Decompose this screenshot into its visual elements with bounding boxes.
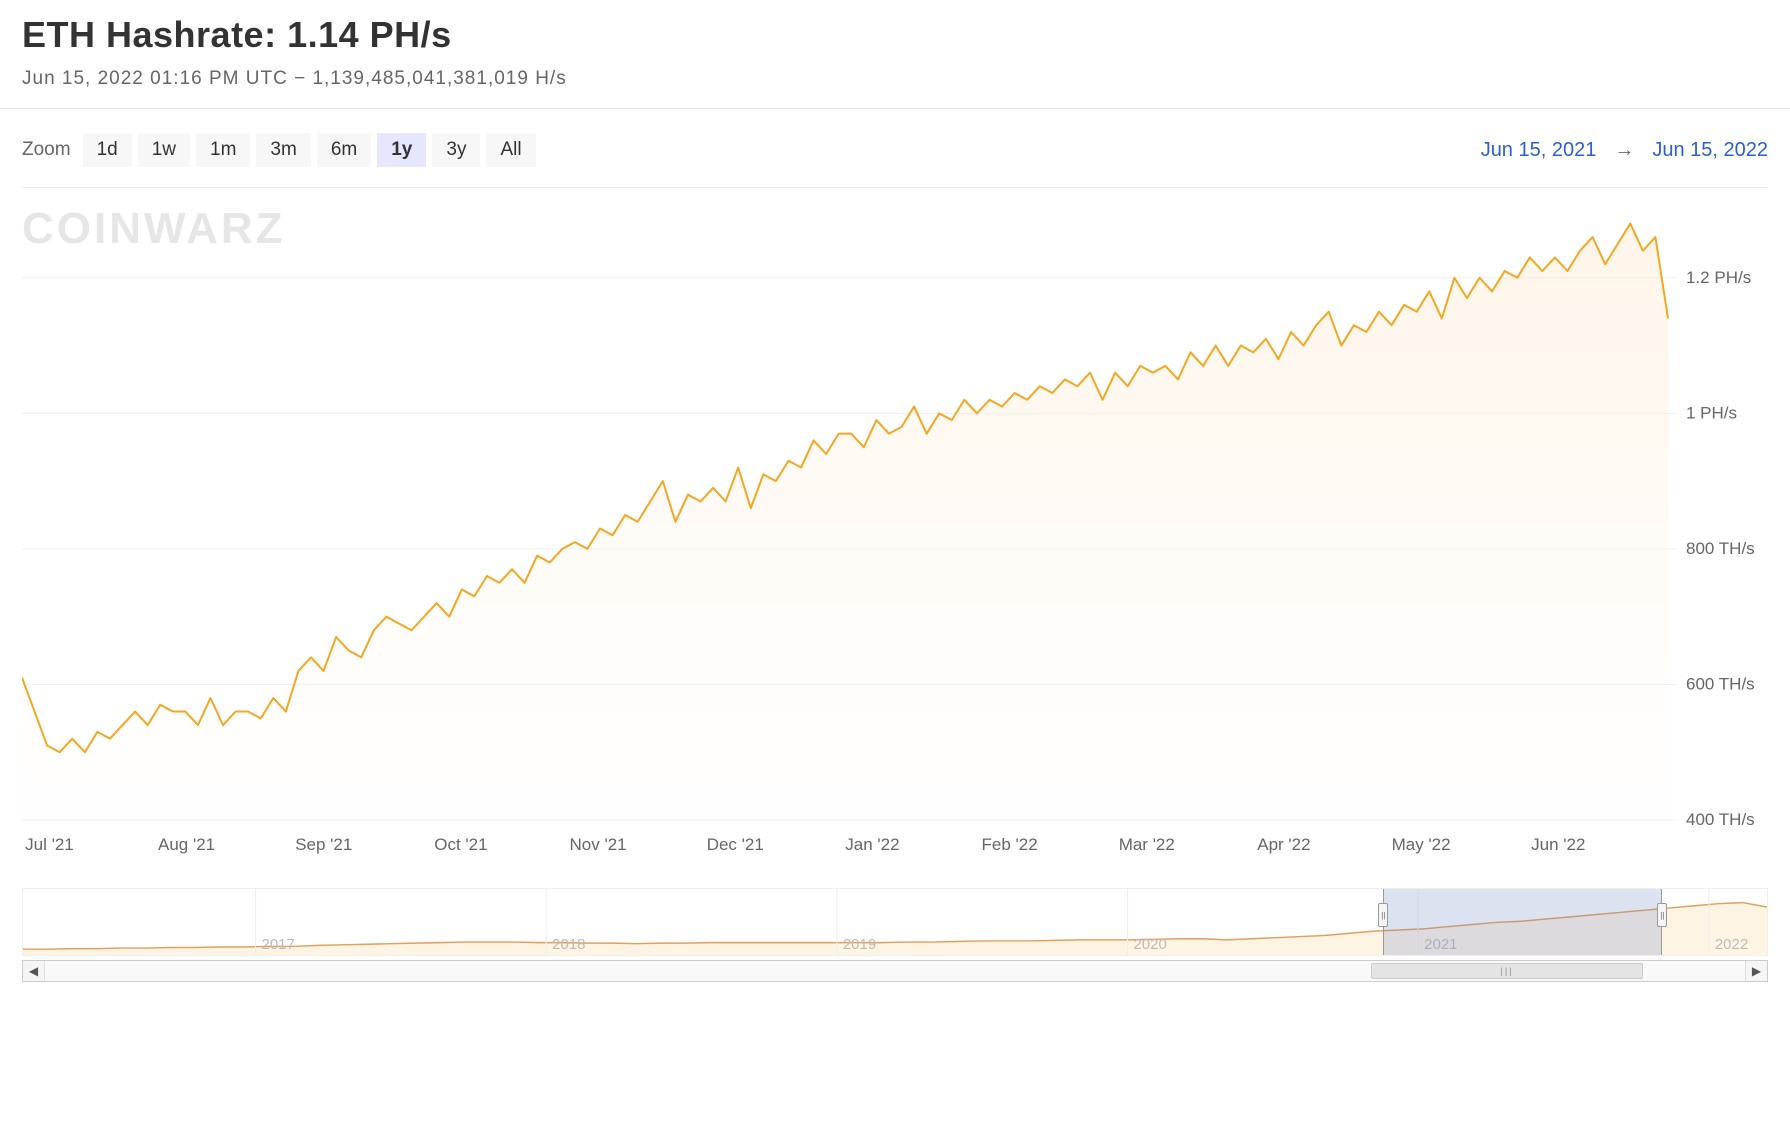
date-to[interactable]: Jun 15, 2022: [1652, 139, 1768, 162]
svg-text:400 TH/s: 400 TH/s: [1686, 810, 1755, 829]
zoom-3y-button[interactable]: 3y: [432, 133, 480, 167]
svg-text:Jul '21: Jul '21: [25, 835, 74, 854]
svg-text:May '22: May '22: [1392, 835, 1451, 854]
zoom-all-button[interactable]: All: [486, 133, 535, 167]
navigator-handle-right[interactable]: ||: [1657, 903, 1667, 927]
svg-text:Dec '21: Dec '21: [707, 835, 764, 854]
scroll-track[interactable]: |||: [45, 961, 1745, 981]
svg-text:Sep '21: Sep '21: [295, 835, 352, 854]
page-subtitle: Jun 15, 2022 01:16 PM UTC − 1,139,485,04…: [22, 68, 1768, 90]
svg-text:Jun '22: Jun '22: [1531, 835, 1585, 854]
svg-text:2018: 2018: [552, 937, 585, 953]
svg-text:1.2 PH/s: 1.2 PH/s: [1686, 268, 1751, 287]
zoom-label: Zoom: [22, 139, 71, 161]
chart-container: Zoom 1d1w1m3m6m1y3yAll Jun 15, 2021 → Ju…: [0, 109, 1790, 988]
svg-text:1 PH/s: 1 PH/s: [1686, 403, 1737, 422]
scroll-left-icon[interactable]: ◀: [23, 961, 45, 981]
chart-header: ETH Hashrate: 1.14 PH/s Jun 15, 2022 01:…: [0, 0, 1790, 109]
svg-text:Feb '22: Feb '22: [982, 835, 1038, 854]
navigator-handle-left[interactable]: ||: [1378, 903, 1388, 927]
svg-text:2017: 2017: [262, 937, 295, 953]
svg-text:Mar '22: Mar '22: [1119, 835, 1175, 854]
zoom-1y-button[interactable]: 1y: [377, 133, 426, 167]
date-from[interactable]: Jun 15, 2021: [1481, 139, 1597, 162]
navigator-scrollbar[interactable]: ◀ ||| ▶: [22, 960, 1768, 982]
arrow-right-icon: →: [1614, 139, 1634, 162]
svg-text:Aug '21: Aug '21: [158, 835, 215, 854]
svg-text:2019: 2019: [843, 937, 876, 953]
navigator-selection[interactable]: [1383, 889, 1662, 955]
zoom-6m-button[interactable]: 6m: [317, 133, 371, 167]
svg-text:Apr '22: Apr '22: [1257, 835, 1310, 854]
svg-text:2022: 2022: [1715, 937, 1748, 953]
main-chart-svg: 400 TH/s 600 TH/s 800 TH/s 1 PH/s 1.2 PH/s Ju…: [22, 200, 1768, 860]
zoom-controls: Zoom 1d1w1m3m6m1y3yAll: [22, 133, 536, 167]
svg-text:800 TH/s: 800 TH/s: [1686, 539, 1755, 558]
chart-toolbar: Zoom 1d1w1m3m6m1y3yAll Jun 15, 2021 → Ju…: [22, 133, 1768, 188]
date-range: Jun 15, 2021 → Jun 15, 2022: [1481, 139, 1768, 162]
zoom-3m-button[interactable]: 3m: [256, 133, 310, 167]
watermark-text: COINWARZ: [22, 204, 286, 254]
navigator[interactable]: 201720182019202020212022 || ||: [22, 888, 1768, 956]
zoom-1d-button[interactable]: 1d: [83, 133, 132, 167]
scroll-thumb[interactable]: |||: [1371, 963, 1643, 979]
svg-text:2020: 2020: [1134, 937, 1167, 953]
svg-text:600 TH/s: 600 TH/s: [1686, 674, 1755, 693]
scroll-right-icon[interactable]: ▶: [1745, 961, 1767, 981]
svg-text:Jan '22: Jan '22: [845, 835, 899, 854]
zoom-1w-button[interactable]: 1w: [138, 133, 190, 167]
svg-text:Nov '21: Nov '21: [570, 835, 627, 854]
zoom-1m-button[interactable]: 1m: [196, 133, 250, 167]
svg-text:Oct '21: Oct '21: [434, 835, 487, 854]
main-chart-area[interactable]: COINWARZ 400 TH/s 600 TH/s 800 TH/s 1 PH/s 1…: [22, 200, 1768, 860]
zoom-button-group: 1d1w1m3m6m1y3yAll: [83, 133, 536, 167]
page-title: ETH Hashrate: 1.14 PH/s: [22, 14, 1768, 56]
